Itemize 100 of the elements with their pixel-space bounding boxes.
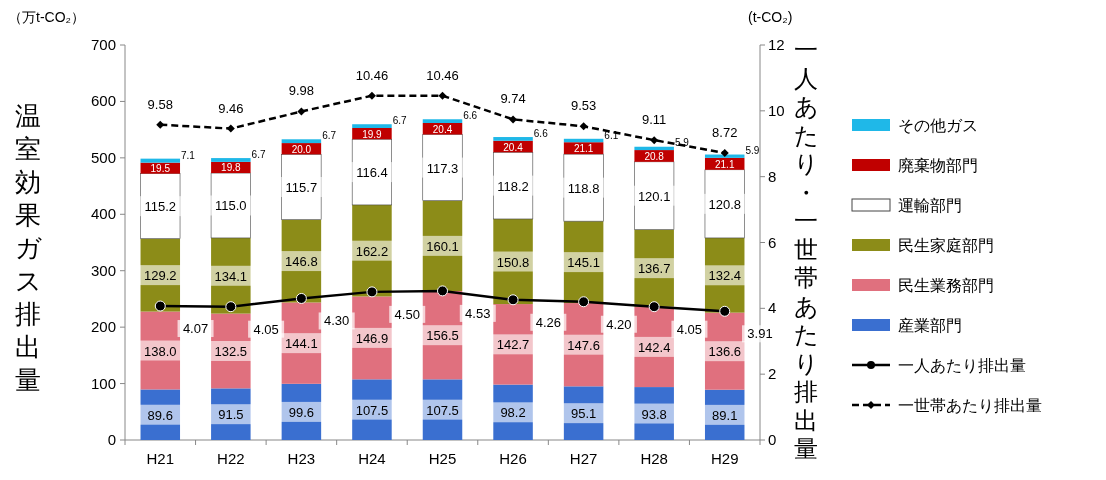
data-label: 9.46: [218, 100, 244, 116]
legend-label: その他ガス: [898, 117, 978, 134]
data-label: 147.6: [567, 337, 600, 353]
y-tick-label: 400: [90, 205, 116, 223]
data-label: 134.1: [214, 268, 248, 284]
data-label: 132.5: [214, 343, 248, 359]
data-label: 115.0: [215, 198, 247, 214]
data-label: 10.46: [355, 67, 389, 83]
y-tick-label: 200: [90, 318, 116, 336]
point: [295, 292, 307, 304]
x-tick-label: H23: [287, 450, 316, 467]
x-tick-label: H27: [569, 450, 598, 467]
data-label: 95.1: [570, 406, 597, 422]
bar: [563, 153, 604, 222]
bar: [634, 229, 674, 307]
point: [437, 285, 448, 297]
y2-tick-label: 12: [768, 36, 785, 53]
bar: [210, 172, 251, 239]
data-label: 142.4: [637, 339, 671, 355]
data-label: 7.1: [181, 149, 196, 161]
point: [156, 120, 165, 129]
bar: [704, 312, 745, 390]
bar: [422, 134, 463, 201]
data-label: 144.1: [285, 336, 318, 352]
y-tick-label: 300: [90, 261, 116, 279]
y2-tick-label: 4: [768, 299, 777, 317]
bar: [211, 388, 251, 440]
legend-label: 一世帯あたり排出量: [898, 397, 1042, 414]
data-label: 6.6: [463, 110, 478, 122]
point: [226, 124, 235, 133]
data-label: 118.8: [567, 180, 600, 196]
data-label: 117.3: [426, 160, 459, 176]
data-label: 4.05: [253, 321, 279, 337]
bar: [634, 387, 674, 440]
x-tick-label: H22: [217, 450, 245, 467]
data-label: 10.46: [426, 67, 459, 83]
data-label: 150.8: [496, 254, 530, 270]
point: [648, 301, 660, 313]
data-label: 4.30: [324, 313, 350, 329]
bar: [281, 154, 322, 220]
legend-label: 運輸部門: [898, 197, 962, 214]
data-label: 107.5: [426, 402, 459, 418]
bar: [281, 302, 322, 384]
data-label: 115.2: [144, 199, 177, 215]
data-label: 142.7: [496, 337, 530, 353]
data-label: 19.5: [150, 163, 171, 175]
data-label: 107.5: [355, 402, 389, 418]
data-label: 146.8: [285, 254, 318, 270]
point: [507, 294, 519, 306]
bar: [351, 138, 392, 206]
legend-label: 一人あたり排出量: [898, 357, 1026, 374]
bar: [493, 137, 533, 141]
bar: [352, 124, 392, 129]
data-label: 6.7: [251, 148, 266, 160]
point: [367, 91, 376, 100]
data-label: 116.4: [356, 165, 388, 181]
data-label: 6.7: [392, 115, 408, 127]
legend-label: 廃棄物部門: [898, 157, 978, 174]
bar: [211, 237, 251, 314]
data-label: 118.2: [497, 178, 529, 194]
point: [720, 148, 729, 157]
data-label: 20.4: [432, 123, 453, 135]
bar: [563, 303, 604, 387]
bar: [281, 383, 322, 440]
data-label: 21.1: [714, 158, 735, 170]
data-label: 145.1: [567, 255, 600, 271]
bar: [352, 204, 392, 297]
text: (t-CO₂): [748, 9, 793, 25]
bar: [352, 296, 392, 380]
bar: [563, 386, 604, 440]
y-tick-label: 600: [90, 92, 116, 110]
y-tick-label: 500: [90, 148, 116, 166]
bar: [281, 139, 322, 144]
data-label: 120.1: [637, 188, 671, 204]
point: [579, 122, 588, 131]
data-label: 99.6: [288, 404, 315, 420]
bar: [704, 169, 745, 239]
bar: [211, 158, 251, 162]
bar: [704, 389, 745, 440]
bar: [140, 389, 181, 440]
bar: [422, 200, 463, 292]
point: [650, 136, 659, 145]
point: [297, 107, 306, 116]
x-tick-label: H26: [499, 450, 527, 467]
y2-tick-label: 10: [768, 101, 785, 119]
bar: [140, 238, 181, 312]
y2-tick-label: 8: [768, 167, 777, 185]
data-label: 3.91: [747, 326, 773, 342]
data-label: 160.1: [426, 238, 459, 254]
bar: [352, 379, 392, 440]
y2-tick-label: 0: [768, 431, 777, 448]
legend-label: 産業部門: [898, 317, 962, 334]
bar: [493, 151, 534, 220]
data-label: 93.8: [641, 406, 667, 422]
data-label: 4.20: [606, 316, 632, 332]
data-label: 19.8: [221, 162, 241, 174]
bar: [493, 218, 533, 305]
y-tick-label: 700: [90, 36, 116, 53]
data-label: 20.0: [291, 143, 312, 155]
y2-tick-label: 6: [768, 233, 777, 251]
